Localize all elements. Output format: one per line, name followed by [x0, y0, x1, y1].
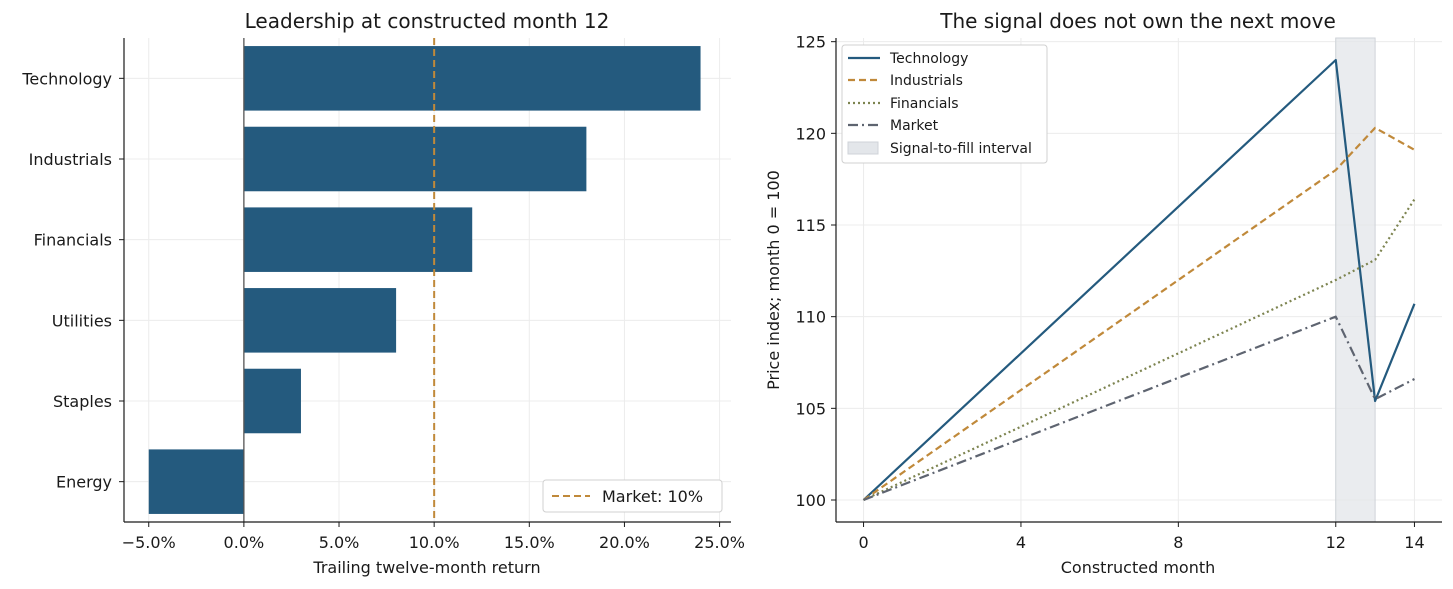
right-y-tick-labels: 100 105 110 115 120 125 [795, 33, 826, 510]
left-x-tick-label: 0.0% [224, 533, 265, 552]
right-y-tick-label: 125 [795, 33, 826, 52]
right-x-tick-label: 0 [858, 533, 868, 552]
right-x-tick-label: 8 [1173, 533, 1183, 552]
left-bars [148, 46, 701, 514]
legend-label-signal-to-fill: Signal-to-fill interval [890, 141, 1032, 157]
left-legend-box [542, 479, 723, 513]
right-x-axis-label: Constructed month [1061, 558, 1216, 577]
left-x-tick-label: −5.0% [122, 533, 176, 552]
left-x-tick-label: 15.0% [504, 533, 555, 552]
right-axes [831, 38, 1442, 527]
legend-swatch-signal-to-fill [847, 141, 879, 155]
right-series-lines [862, 58, 1416, 502]
right-x-tick-label: 4 [1016, 533, 1026, 552]
right-y-tick-label: 120 [795, 124, 826, 143]
legend-label-technology: Technology [889, 51, 968, 67]
bar-industrials [243, 126, 587, 192]
bar-financials [243, 207, 473, 272]
category-label-utilities: Utilities [52, 311, 112, 330]
left-x-axis-label: Trailing twelve-month return [312, 558, 540, 577]
legend-label-financials: Financials [890, 96, 959, 112]
series-line-financials [863, 198, 1416, 501]
series-line-market [863, 315, 1415, 502]
category-label-technology: Technology [21, 69, 112, 88]
right-y-tick-label: 115 [795, 216, 826, 235]
left-x-tick-labels: −5.0% 0.0% 5.0% 10.0% 15.0% 20.0% 25.0% [122, 533, 745, 552]
right-x-tick-labels: 0 4 8 12 14 [858, 533, 1424, 552]
right-y-axis-label: Price index; month 0 = 100 [764, 170, 783, 390]
bar-staples [243, 368, 301, 434]
right-y-tick-label: 105 [795, 399, 826, 418]
left-x-tick-label: 10.0% [409, 533, 460, 552]
left-x-tick-label: 20.0% [599, 533, 650, 552]
right-y-tick-label: 100 [795, 491, 826, 510]
legend-label-market: Market [890, 118, 939, 134]
right-x-tick-label: 12 [1326, 533, 1346, 552]
category-label-staples: Staples [53, 392, 112, 411]
right-chart: The signal does not own the next move 0 4… [764, 9, 1442, 577]
legend-label-industrials: Industrials [890, 73, 963, 89]
right-x-tick-label: 14 [1404, 533, 1424, 552]
left-legend: Market: 10% [542, 479, 723, 513]
left-x-tick-label: 5.0% [319, 533, 360, 552]
series-line-technology [862, 58, 1416, 501]
legend-label-market: Market: 10% [602, 487, 703, 506]
left-category-labels: Technology Industrials Financials Utilities… [21, 69, 112, 491]
left-x-tick-label: 25.0% [694, 533, 745, 552]
left-chart-title: Leadership at constructed month 12 [245, 9, 610, 33]
right-chart-title: The signal does not own the next move [939, 9, 1336, 33]
left-chart: Leadership at constructed month 12 Techn… [21, 9, 745, 577]
right-legend: Technology Industrials Financials Market Sig… [841, 44, 1048, 164]
bar-utilities [243, 288, 397, 353]
series-line-industrials [862, 126, 1415, 501]
left-axes [119, 38, 731, 527]
bar-energy [148, 449, 244, 514]
category-label-industrials: Industrials [29, 150, 112, 169]
right-legend-box [841, 44, 1048, 164]
right-y-tick-label: 110 [795, 308, 826, 327]
category-label-energy: Energy [56, 473, 112, 492]
category-label-financials: Financials [34, 231, 112, 250]
bar-technology [243, 46, 701, 111]
